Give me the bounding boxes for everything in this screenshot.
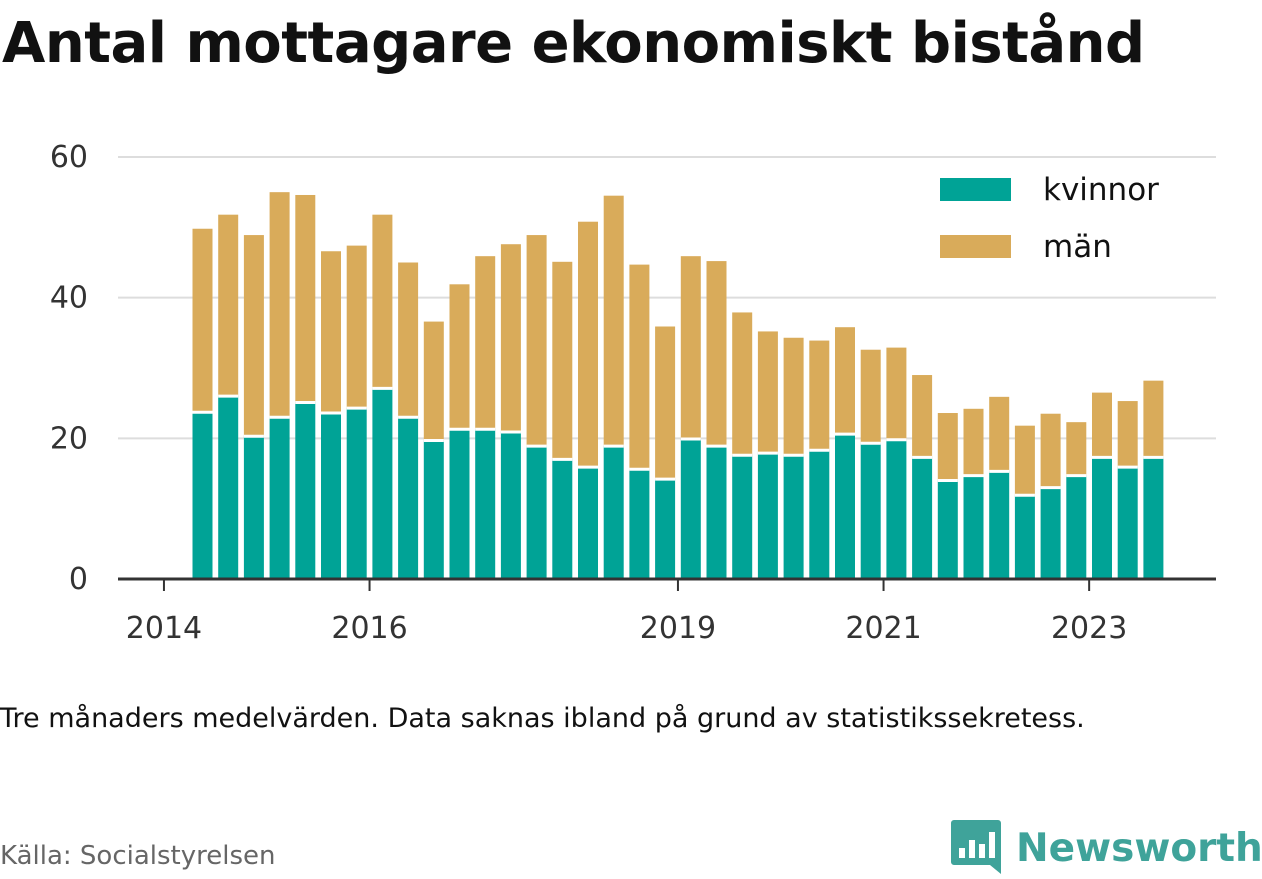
- bar-kvinnor: [655, 479, 676, 579]
- bar-kvinnor: [578, 467, 598, 579]
- bar-män: [1092, 392, 1112, 458]
- bar-män: [475, 256, 496, 430]
- bar-kvinnor: [860, 443, 881, 579]
- x-tick-label: 2021: [845, 611, 921, 646]
- bar-män: [1040, 413, 1061, 488]
- bar-kvinnor: [449, 429, 470, 579]
- bar-kvinnor: [989, 471, 1010, 579]
- bar-kvinnor: [963, 475, 984, 579]
- bar-män: [835, 327, 855, 435]
- bar-kvinnor: [783, 455, 804, 579]
- bar-män: [732, 312, 753, 456]
- bar-män: [937, 413, 958, 481]
- y-tick-label: 40: [50, 281, 88, 316]
- bar-män: [912, 375, 933, 458]
- bar-kvinnor: [1117, 467, 1138, 579]
- bar-kvinnor: [706, 446, 727, 579]
- bar-kvinnor: [269, 417, 290, 579]
- legend-label: män: [1043, 229, 1112, 265]
- bar-kvinnor: [398, 417, 419, 579]
- bar-män: [1117, 401, 1138, 468]
- x-tick-label: 2016: [331, 611, 407, 646]
- bar-män: [655, 326, 676, 480]
- stacked-bar-chart: 0 20 40 60 2014 2016 2019 2021 2023 kvinnor män: [50, 140, 1216, 646]
- bar-män: [526, 235, 547, 447]
- bar-kvinnor: [475, 429, 496, 579]
- axes: 0 20 40 60 2014 2016 2019 2021 2023: [50, 140, 1216, 646]
- bar-män: [706, 261, 727, 447]
- bar-män: [1143, 380, 1164, 458]
- bar-män: [346, 245, 367, 409]
- bar-kvinnor: [629, 469, 650, 579]
- brand-name: Newsworthy: [1016, 825, 1262, 871]
- bar-kvinnor: [321, 413, 341, 579]
- bar-män: [372, 214, 393, 389]
- bar-män: [886, 347, 907, 440]
- bar-män: [680, 256, 701, 440]
- bar-män: [269, 192, 290, 418]
- bar-män: [578, 221, 598, 468]
- newsworthy-logo-icon: [951, 820, 1001, 874]
- bar-män: [423, 321, 444, 441]
- bar-män: [989, 396, 1010, 472]
- legend: kvinnor män: [928, 160, 1190, 282]
- bar-män: [860, 349, 881, 444]
- bar-kvinnor: [243, 436, 264, 579]
- bar-män: [552, 261, 573, 460]
- brand-logo: Newsworthy: [950, 818, 1262, 878]
- bar-kvinnor: [1014, 495, 1035, 579]
- bar-män: [757, 331, 778, 454]
- bars: [192, 192, 1164, 579]
- bar-män: [243, 235, 264, 437]
- bar-kvinnor: [500, 432, 521, 579]
- bar-män: [603, 195, 624, 447]
- bar-kvinnor: [680, 439, 701, 579]
- bar-kvinnor: [603, 446, 624, 579]
- bar-män: [295, 194, 316, 403]
- bar-kvinnor: [835, 434, 855, 579]
- bar-kvinnor: [192, 412, 213, 579]
- legend-swatch-kvinnor: [940, 178, 1011, 201]
- bar-män: [218, 214, 239, 397]
- bar-män: [398, 262, 419, 418]
- source-text: Källa: Socialstyrelsen: [0, 841, 276, 871]
- bar-män: [963, 408, 984, 476]
- bar-män: [321, 251, 341, 414]
- bar-kvinnor: [912, 457, 933, 579]
- bar-män: [783, 337, 804, 456]
- bar-män: [809, 340, 830, 451]
- bar-kvinnor: [423, 440, 444, 579]
- bar-kvinnor: [757, 453, 778, 579]
- bar-kvinnor: [886, 439, 907, 579]
- bar-kvinnor: [295, 402, 316, 579]
- bar-män: [500, 244, 521, 433]
- y-tick-label: 20: [50, 421, 88, 456]
- y-tick-label: 0: [69, 562, 88, 597]
- bar-kvinnor: [1092, 457, 1112, 579]
- bar-män: [449, 284, 470, 430]
- x-tick-label: 2019: [640, 611, 716, 646]
- bar-kvinnor: [937, 480, 958, 579]
- bar-kvinnor: [552, 459, 573, 579]
- bar-kvinnor: [1040, 487, 1061, 579]
- bar-män: [192, 228, 213, 413]
- x-tick-label: 2014: [126, 611, 202, 646]
- bar-kvinnor: [1066, 475, 1087, 579]
- bar-kvinnor: [346, 408, 367, 579]
- bar-kvinnor: [1143, 457, 1164, 579]
- bar-män: [629, 264, 650, 470]
- bar-män: [1066, 422, 1087, 476]
- bar-kvinnor: [526, 446, 547, 579]
- legend-label: kvinnor: [1043, 172, 1159, 208]
- bar-män: [1014, 425, 1035, 496]
- bar-kvinnor: [732, 455, 753, 579]
- y-tick-label: 60: [50, 140, 88, 175]
- x-tick-label: 2023: [1051, 611, 1127, 646]
- bar-kvinnor: [372, 388, 393, 579]
- bar-kvinnor: [809, 450, 830, 579]
- chart-note: Tre månaders medelvärden. Data saknas ib…: [0, 703, 1085, 734]
- chart-title: Antal mottagare ekonomiskt bistånd: [2, 11, 1145, 76]
- legend-swatch-män: [940, 235, 1011, 258]
- bar-kvinnor: [218, 396, 239, 579]
